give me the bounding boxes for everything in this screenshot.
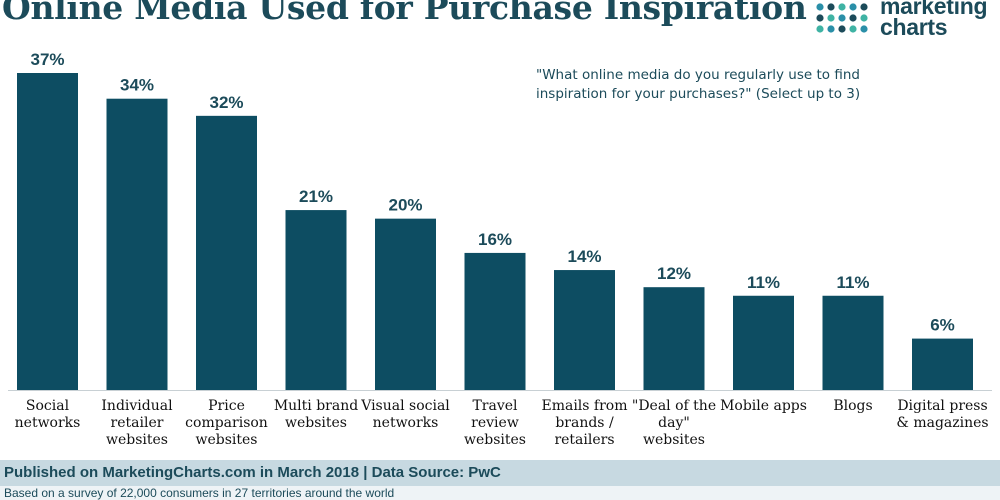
category-label: Emails from brands / retailers	[541, 398, 627, 448]
bar	[196, 115, 257, 391]
data-label: 12%	[657, 264, 691, 283]
footer-note-strip: Based on a survey of 22,000 consumers in…	[0, 486, 1000, 500]
logo-dots-icon	[816, 3, 868, 33]
logo-line-2: charts	[880, 14, 948, 40]
bar	[375, 218, 436, 390]
logo-dot	[838, 3, 846, 11]
category-label: Multi brand websites	[274, 398, 358, 431]
category-label: Visual social networks	[360, 398, 450, 431]
data-label: 20%	[388, 196, 422, 215]
category-label: Price comparison websites	[185, 398, 268, 448]
bar	[912, 338, 973, 390]
logo-dot	[827, 14, 835, 22]
logo-dot	[827, 3, 835, 11]
logo-dot	[849, 25, 857, 33]
bar	[106, 98, 168, 391]
bar	[733, 295, 794, 390]
logo-line-1: marketing	[880, 0, 988, 19]
bar	[17, 73, 78, 390]
logo-dot	[860, 14, 868, 22]
logo-dot	[838, 14, 846, 22]
bar	[554, 270, 615, 390]
footer-note: Based on a survey of 22,000 consumers in…	[4, 486, 395, 500]
logo-dot	[816, 14, 824, 22]
chart-title: Online Media Used for Purchase Inspirati…	[2, 0, 807, 27]
data-label: 34%	[120, 76, 154, 95]
logo-dot	[838, 25, 846, 33]
data-label: 11%	[747, 273, 780, 292]
data-label: 16%	[478, 230, 512, 249]
category-label: Social networks	[15, 398, 81, 431]
bar	[464, 252, 526, 390]
footer-bar	[0, 460, 1000, 486]
bar	[643, 287, 705, 390]
logo-dot	[849, 3, 857, 11]
bar-chart: 37% Social networks 34% Individual retailer we…	[8, 50, 992, 448]
logo-dot	[860, 3, 868, 11]
bar	[822, 295, 884, 390]
data-label: 14%	[567, 247, 601, 266]
data-label: 6%	[930, 316, 955, 335]
logo-dot	[816, 25, 824, 33]
data-label: 11%	[836, 273, 869, 292]
category-label: Blogs	[833, 398, 872, 414]
category-label: Digital press & magazines	[896, 398, 988, 431]
category-label: Individual retailer websites	[101, 398, 173, 448]
category-label: "Deal of the day" websites	[632, 398, 716, 448]
survey-question: "What online media do you regularly use …	[536, 67, 861, 102]
category-label: Mobile apps	[720, 398, 807, 414]
data-label: 21%	[299, 187, 333, 206]
logo-dot	[860, 25, 868, 33]
logo-dot	[849, 14, 857, 22]
bar	[285, 210, 347, 390]
data-label: 37%	[30, 50, 64, 69]
marketingcharts-logo: marketing charts	[812, 0, 1000, 40]
logo-text: marketing charts	[880, 0, 988, 40]
logo-dot	[816, 3, 824, 11]
footer-source: Published on MarketingCharts.com in Marc…	[4, 464, 501, 481]
category-label: Travel review websites	[464, 398, 526, 448]
logo-dot	[827, 25, 835, 33]
data-label: 32%	[209, 93, 243, 112]
